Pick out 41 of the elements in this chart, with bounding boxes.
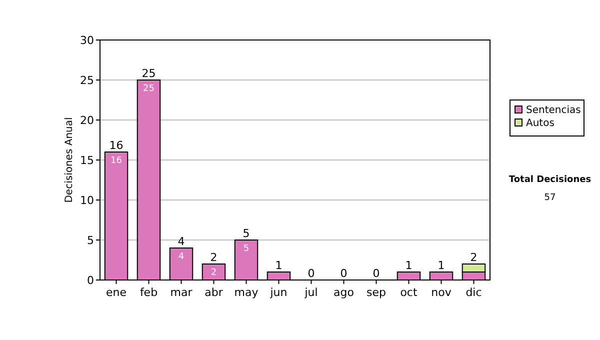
y-tick-label: 20 — [80, 114, 94, 127]
data-label: 16 — [110, 156, 122, 166]
y-axis-title: Decisiones Anual — [64, 117, 75, 203]
x-tick-label: abr — [204, 286, 224, 299]
data-label: 2 — [210, 268, 217, 278]
x-tick-label: oct — [400, 286, 418, 299]
x-tick-label: ene — [106, 286, 127, 299]
y-tick-label: 10 — [80, 194, 94, 207]
legend-label: Autos — [526, 118, 554, 129]
data-label: 5 — [243, 244, 250, 254]
data-label: 25 — [143, 84, 154, 94]
x-tick-label: jun — [269, 286, 288, 299]
total-label: 16 — [109, 139, 124, 152]
total-label: 1 — [275, 259, 282, 272]
y-tick-label: 25 — [80, 74, 94, 87]
x-tick-label: may — [234, 286, 259, 299]
y-tick-label: 30 — [80, 34, 94, 47]
data-label: 4 — [178, 252, 184, 262]
total-label: 0 — [372, 267, 380, 280]
x-tick-label: feb — [140, 286, 158, 299]
y-tick-label: 5 — [87, 234, 94, 247]
text: Total Decisiones — [508, 175, 592, 185]
total-label: 1 — [438, 259, 445, 272]
total-label: 0 — [308, 267, 315, 280]
x-tick-label: mar — [170, 286, 193, 299]
total-label: 2 — [470, 251, 478, 264]
x-tick-label: jul — [304, 286, 318, 299]
y-tick-label: 15 — [80, 154, 94, 167]
total-label: 5 — [242, 227, 250, 240]
total-label: 4 — [178, 235, 185, 248]
y-tick-label: 0 — [87, 274, 94, 287]
x-tick-label: dic — [466, 286, 482, 299]
x-tick-label: nov — [431, 286, 452, 299]
total-label: 25 — [142, 67, 156, 80]
total-label: 1 — [405, 259, 412, 272]
x-tick-label: ago — [334, 286, 354, 299]
legend-label: Sentencias — [526, 105, 581, 116]
total-label: 2 — [210, 251, 218, 264]
x-tick-label: sep — [366, 286, 386, 299]
text: 57 — [544, 193, 556, 203]
total-label: 0 — [340, 267, 348, 280]
